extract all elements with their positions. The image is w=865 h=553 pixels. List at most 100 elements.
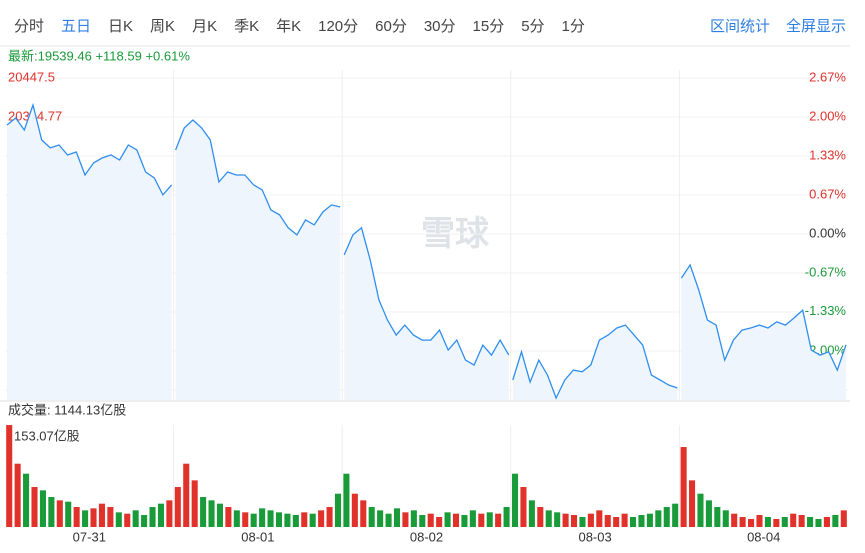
price-line [174, 119, 341, 236]
volume-bar [98, 503, 105, 527]
volume-bar [377, 510, 384, 527]
volume-bar [259, 508, 266, 527]
volume-bar [23, 473, 30, 527]
volume-bar [115, 512, 122, 527]
tab[interactable]: 分时 [14, 18, 44, 35]
volume-bar [705, 500, 712, 527]
volume-bar [638, 515, 645, 527]
volume-bar [107, 507, 114, 527]
volume-bar [166, 500, 173, 527]
price-area [175, 120, 341, 400]
volume-bar [39, 490, 46, 527]
y2-tick-label: -1.33% [805, 303, 847, 318]
volume-bar [503, 507, 510, 527]
volume-bar [655, 510, 662, 527]
y2-tick-label: 1.33% [809, 148, 846, 163]
price-area [7, 105, 172, 400]
tab[interactable]: 季K [234, 18, 259, 35]
tab[interactable]: 5分 [521, 18, 544, 35]
volume-bar [545, 510, 552, 527]
volume-bar [334, 493, 342, 527]
volume-bar [82, 510, 89, 527]
tab[interactable]: 日K [108, 18, 133, 35]
volume-bar [292, 515, 299, 527]
volume-bar [124, 513, 131, 527]
volume-bar [528, 500, 535, 527]
tab[interactable]: 60分 [375, 18, 407, 35]
volume-bar [832, 515, 839, 527]
tab[interactable]: 1分 [562, 18, 585, 35]
volume-bar [402, 512, 409, 527]
y-tick-label: 20447.5 [8, 69, 55, 84]
volume-bar [132, 510, 139, 527]
tab[interactable]: 五日 [61, 18, 91, 35]
volume-bar [672, 503, 679, 527]
action-button[interactable]: 全屏显示 [786, 17, 846, 35]
volume-bar [621, 513, 628, 527]
volume-bar [275, 512, 283, 527]
volume-bar [680, 447, 687, 527]
volume-bar [562, 513, 569, 527]
volume-bar [56, 500, 63, 527]
tab[interactable]: 月K [192, 18, 217, 35]
volume-bar [840, 510, 847, 527]
x-tick-label: 08-04 [747, 529, 780, 544]
volume-bar [570, 515, 578, 527]
volume-bar [6, 425, 13, 527]
volume-bar [815, 519, 822, 527]
x-tick-label: 08-02 [410, 529, 443, 544]
volume-bar [722, 510, 729, 527]
tab[interactable]: 120分 [318, 18, 358, 35]
tab[interactable]: 30分 [424, 18, 456, 35]
volume-bar [461, 515, 468, 527]
volume-bar [697, 493, 704, 527]
volume-bar [731, 513, 738, 527]
volume-bar [48, 497, 55, 527]
volume-bar [427, 513, 434, 527]
volume-bar [149, 507, 156, 527]
volume-bar [14, 463, 21, 527]
action-button[interactable]: 区间统计 [710, 18, 770, 35]
price-area [681, 264, 846, 400]
volume-bar [436, 517, 443, 527]
price-area [512, 325, 678, 400]
volume-max-label: 153.07亿股 [14, 428, 80, 443]
volume-bar [495, 513, 502, 527]
tab[interactable]: 周K [150, 18, 175, 35]
volume-bar [326, 507, 333, 527]
volume-bar [208, 500, 215, 527]
volume-bar [65, 501, 72, 527]
volume-bar [318, 510, 325, 527]
volume-bar [200, 497, 207, 527]
x-tick-label: 07-31 [73, 529, 106, 544]
quote: 最新:19539.46 +118.59 +0.61% [8, 48, 190, 63]
volume-bar [613, 517, 620, 527]
volume-bar [191, 480, 198, 527]
volume-bar [823, 517, 830, 527]
price-line [680, 263, 847, 372]
volume-bar [798, 515, 805, 527]
volume-title: 成交量: 1144.13亿股 [8, 402, 126, 417]
tab[interactable]: 15分 [473, 18, 505, 35]
volume-bar [31, 487, 38, 527]
volume-bar [781, 517, 788, 527]
volume-bar [587, 513, 594, 527]
volume-bar [511, 473, 519, 527]
volume-bar [790, 513, 797, 527]
volume-bar [764, 517, 771, 527]
volume-bar [663, 507, 670, 527]
volume-bar [242, 512, 249, 527]
volume-bar [360, 500, 367, 527]
tab[interactable]: 年K [276, 18, 301, 35]
volume-bar [469, 510, 476, 527]
volume-bar [301, 512, 308, 527]
volume-bar [351, 493, 358, 527]
volume-bar [343, 473, 350, 527]
y2-tick-label: 2.00% [809, 109, 846, 124]
volume-bar [410, 510, 417, 527]
volume-bar [714, 507, 721, 527]
volume-bar [756, 515, 763, 527]
volume-bar [554, 512, 561, 527]
y2-tick-label: 2.67% [809, 69, 846, 84]
